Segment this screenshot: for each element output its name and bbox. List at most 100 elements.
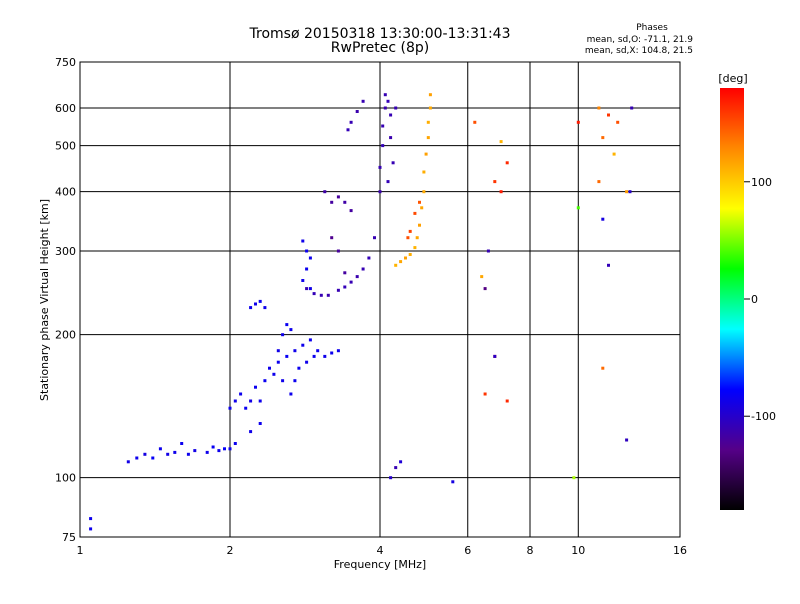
- data-point: [323, 354, 327, 358]
- colorbar-tick-label: 0: [751, 293, 758, 306]
- data-point: [258, 399, 262, 403]
- data-point: [233, 442, 237, 445]
- data-point: [135, 456, 139, 460]
- data-point: [483, 392, 487, 396]
- data-point: [305, 249, 309, 253]
- x-axis-label: Frequency [MHz]: [334, 558, 426, 571]
- data-point: [601, 136, 605, 140]
- data-point: [420, 206, 424, 210]
- x-tick-label: 6: [464, 544, 471, 557]
- data-point: [422, 170, 426, 174]
- data-point: [258, 422, 262, 425]
- data-point: [249, 430, 253, 434]
- data-point: [258, 299, 262, 303]
- data-point: [308, 256, 312, 260]
- data-points: [89, 93, 634, 531]
- data-point: [428, 93, 432, 97]
- data-point: [301, 343, 305, 347]
- data-point: [612, 152, 616, 156]
- data-point: [394, 106, 398, 110]
- data-point: [361, 267, 365, 271]
- data-point: [373, 236, 376, 240]
- data-point: [394, 263, 398, 267]
- data-point: [386, 180, 390, 184]
- data-point: [276, 349, 280, 353]
- data-point: [399, 460, 403, 464]
- colorbar-ticks: 100 0 -100: [744, 176, 776, 423]
- y-tick-label: 600: [55, 102, 76, 115]
- data-point: [505, 161, 509, 165]
- data-point: [217, 449, 221, 453]
- data-point: [336, 288, 340, 292]
- data-point: [276, 360, 280, 364]
- data-point: [285, 323, 289, 327]
- y-axis-ticks: 75 100 200 300 400 500 600 750: [55, 56, 76, 544]
- data-point: [349, 120, 353, 124]
- data-point: [418, 223, 421, 227]
- data-point: [186, 452, 190, 456]
- data-point: [428, 106, 432, 110]
- data-point: [406, 236, 410, 240]
- data-point: [89, 517, 93, 521]
- data-point: [285, 354, 289, 358]
- data-point: [308, 338, 312, 342]
- data-point: [381, 124, 385, 128]
- grid-lines: [80, 62, 680, 537]
- colorbar-tick-label: -100: [751, 410, 776, 423]
- data-point: [355, 275, 359, 279]
- data-point: [205, 450, 209, 454]
- phases-x-line: mean, sd,X: 104.8, 21.5: [585, 46, 693, 56]
- data-point: [426, 120, 430, 124]
- colorbar: [720, 88, 744, 510]
- data-point: [330, 200, 334, 204]
- data-point: [473, 120, 477, 124]
- data-point: [323, 190, 327, 194]
- data-point: [386, 99, 390, 103]
- x-tick-label: 2: [227, 544, 234, 557]
- data-point: [399, 260, 403, 264]
- data-point: [378, 190, 382, 194]
- chart-title: Tromsø 20150318 13:30:00-13:31:43: [249, 26, 511, 42]
- phases-heading: Phases: [636, 23, 668, 33]
- data-point: [383, 106, 387, 110]
- y-tick-label: 400: [55, 186, 76, 199]
- data-point: [630, 106, 634, 110]
- data-point: [180, 442, 184, 445]
- data-point: [499, 190, 503, 194]
- data-point: [330, 236, 334, 240]
- data-point: [289, 328, 293, 332]
- data-point: [272, 372, 276, 376]
- data-point: [451, 480, 455, 484]
- data-point: [505, 399, 509, 403]
- x-tick-label: 8: [527, 544, 534, 557]
- data-point: [367, 256, 371, 260]
- data-point: [308, 287, 312, 291]
- data-point: [254, 385, 257, 389]
- data-point: [330, 351, 334, 355]
- data-point: [301, 239, 305, 243]
- data-point: [607, 263, 610, 267]
- data-point: [413, 246, 417, 250]
- data-point: [408, 229, 412, 233]
- data-point: [211, 445, 215, 449]
- data-point: [597, 106, 601, 110]
- data-point: [422, 190, 426, 194]
- y-tick-label: 750: [55, 56, 76, 69]
- data-point: [89, 527, 93, 531]
- data-point: [597, 180, 601, 184]
- data-point: [355, 110, 359, 113]
- data-point: [126, 460, 130, 464]
- data-point: [343, 285, 347, 289]
- data-point: [249, 399, 253, 403]
- colorbar-label: [deg]: [718, 72, 747, 85]
- data-point: [413, 211, 417, 215]
- y-axis-label: Stationary phase Virtual Height [km]: [38, 199, 51, 401]
- data-point: [424, 152, 428, 156]
- data-point: [381, 144, 385, 148]
- data-point: [263, 379, 267, 383]
- data-point: [576, 206, 580, 210]
- data-point: [336, 349, 340, 353]
- data-point: [239, 392, 243, 396]
- y-tick-label: 100: [55, 472, 76, 485]
